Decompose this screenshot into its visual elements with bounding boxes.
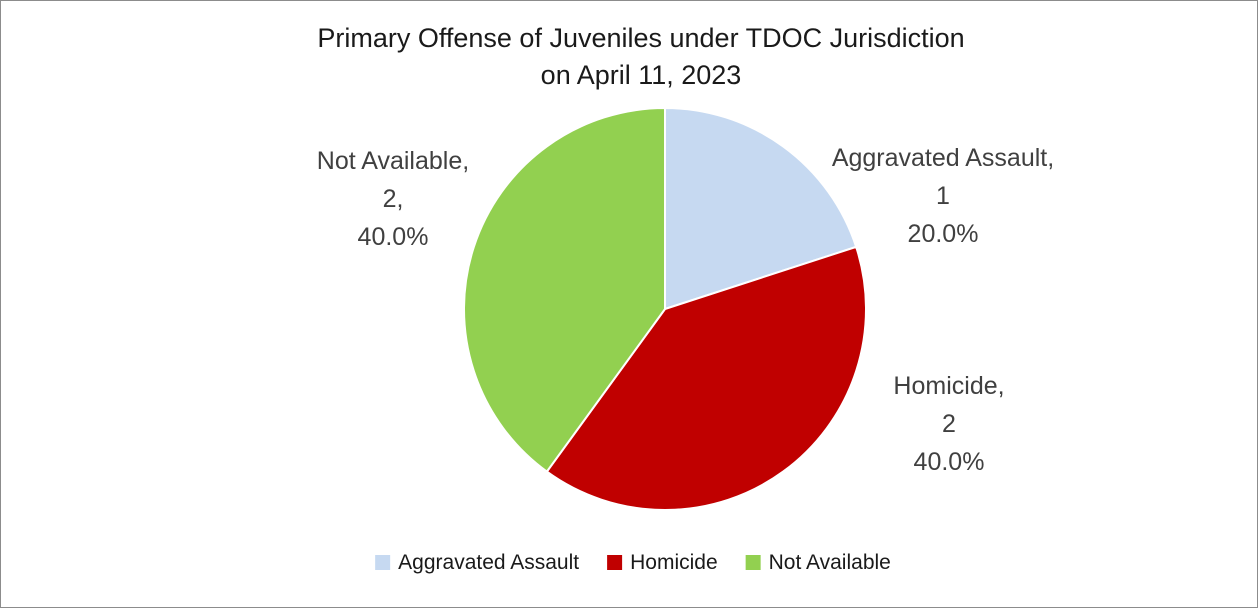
legend-swatch-homicide [607,555,623,570]
pie-slice-aggravated-assault [664,106,858,311]
data-label-aggravated-assault-line-1: Aggravated Assault, [832,144,1054,172]
data-label-not-available: Not Available, 2, 40.0% [317,147,469,251]
legend-item-homicide: Homicide [607,551,718,574]
data-label-not-available-line-1: Not Available, [317,147,469,175]
chart-title-line-1: Primary Offense of Juveniles under TDOC … [317,23,964,53]
legend: Aggravated Assault Homicide Not Available [375,551,891,574]
data-label-aggravated-assault-line-2: 1 [936,182,950,210]
data-label-not-available-line-3: 40.0% [358,223,429,251]
data-labels: Aggravated Assault, 1 20.0% Homicide, 2 40.0%… [317,144,1054,476]
legend-item-not-available: Not Available [745,551,891,574]
legend-swatch-aggravated-assault [375,555,391,570]
legend-label-not-available: Not Available [769,551,891,574]
chart-title: Primary Offense of Juveniles under TDOC … [317,23,964,90]
data-label-not-available-line-2: 2, [383,185,404,213]
legend-label-homicide: Homicide [630,551,718,574]
data-label-homicide: Homicide, 2 40.0% [893,372,1004,476]
legend-item-aggravated-assault: Aggravated Assault [375,551,579,574]
data-label-aggravated-assault: Aggravated Assault, 1 20.0% [832,144,1054,248]
data-label-aggravated-assault-line-3: 20.0% [908,220,979,248]
data-label-homicide-line-2: 2 [942,410,956,438]
legend-label-aggravated-assault: Aggravated Assault [398,551,579,574]
chart-title-line-2: on April 11, 2023 [541,60,742,90]
legend-swatch-not-available [745,555,761,570]
data-label-homicide-line-3: 40.0% [914,448,985,476]
pie-slice-not-available [463,106,666,474]
pie-slices [463,106,867,511]
pie-slice-homicide [545,245,867,511]
data-label-homicide-line-1: Homicide, [893,372,1004,400]
